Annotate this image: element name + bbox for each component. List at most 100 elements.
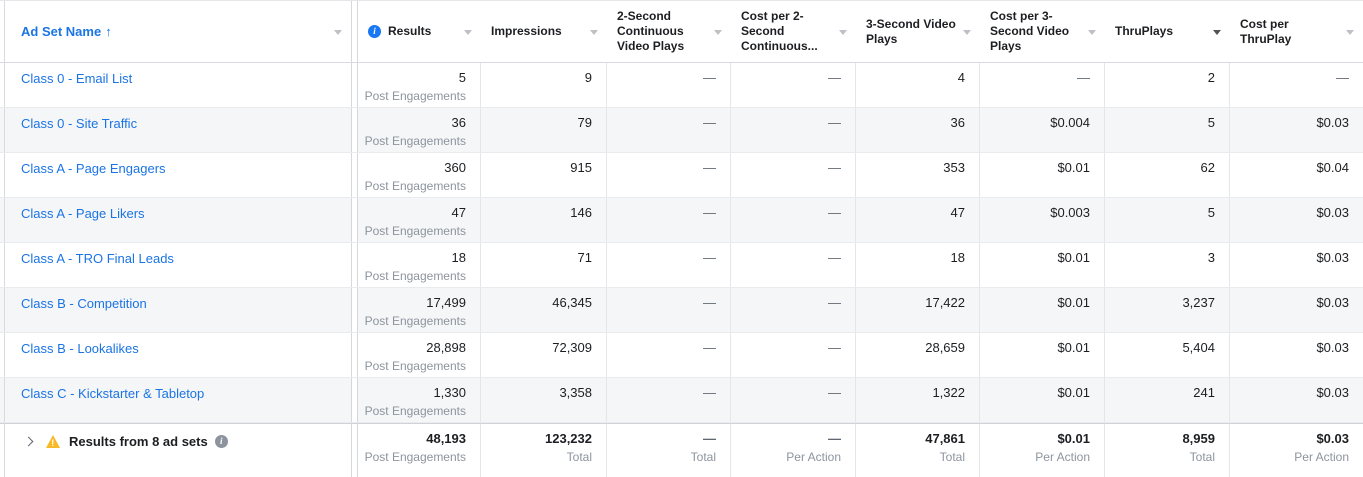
cell-value: $0.01 <box>1057 295 1090 310</box>
column-header-3-second-plays[interactable]: 3-Second Video Plays <box>856 1 980 62</box>
column-header-cost-per-2-second[interactable]: Cost per 2-Second Continuous... <box>731 1 856 62</box>
cell-value: 47 <box>451 205 466 220</box>
totals-cell-impressions: 123,232 Total <box>481 424 607 477</box>
header-gutter <box>0 1 5 62</box>
cell-value: — <box>1336 70 1349 85</box>
cell-cost-per-2-second: — <box>731 63 856 107</box>
cell-sub-label: Post Engagements <box>364 314 466 328</box>
column-label: Cost per ThruPlay <box>1240 16 1292 46</box>
column-header-cost-per-thruplay[interactable]: Cost per ThruPlay <box>1230 1 1363 62</box>
cell-cost-per-thruplay: $0.04 <box>1230 153 1363 197</box>
sort-ascending-icon: ↑ <box>105 24 112 39</box>
total-sub-label: Total <box>1189 450 1215 464</box>
chevron-down-icon[interactable] <box>714 29 722 35</box>
column-header-results[interactable]: i Results <box>358 1 481 62</box>
cell-value: 3,237 <box>1182 295 1215 310</box>
info-icon[interactable]: i <box>214 435 228 448</box>
ad-set-name-link[interactable]: Class 0 - Email List <box>21 71 133 86</box>
row-gutter <box>0 288 5 332</box>
total-value: 48,193 <box>426 431 466 446</box>
cell-3-second-plays: 353 <box>856 153 980 197</box>
ad-set-name-link[interactable]: Class B - Lookalikes <box>21 341 139 356</box>
cell-3-second-plays: 28,659 <box>856 333 980 377</box>
cell-results: 1,330 Post Engagements <box>358 378 481 422</box>
ad-set-name-link[interactable]: Class C - Kickstarter & Tabletop <box>21 386 205 401</box>
cell-value: 79 <box>577 115 592 130</box>
cell-value: — <box>828 115 841 130</box>
column-header-2-second-plays[interactable]: 2-Second Continuous Video Plays <box>607 1 731 62</box>
chevron-down-icon[interactable] <box>839 29 847 35</box>
ad-set-name-link[interactable]: Class B - Competition <box>21 296 147 311</box>
chevron-down-icon-active[interactable] <box>1213 29 1221 35</box>
column-header-ad-set-name[interactable]: Ad Set Name ↑ <box>5 1 352 62</box>
chevron-right-icon[interactable] <box>23 436 34 447</box>
table-header-row: Ad Set Name ↑ i Results Impressions 2-Se… <box>0 1 1363 63</box>
ad-set-name-cell: Class A - Page Engagers <box>5 153 352 197</box>
cell-value: $0.03 <box>1316 205 1349 220</box>
ad-set-name-link[interactable]: Class A - Page Likers <box>21 206 145 221</box>
cell-value: 1,322 <box>932 385 965 400</box>
cell-results: 360 Post Engagements <box>358 153 481 197</box>
cell-value: — <box>828 250 841 265</box>
cell-cost-per-thruplay: — <box>1230 63 1363 107</box>
cell-value: — <box>703 70 716 85</box>
ad-set-name-link[interactable]: Class A - TRO Final Leads <box>21 251 174 266</box>
cell-value: — <box>828 340 841 355</box>
chevron-down-icon[interactable] <box>464 29 472 35</box>
cell-cost-per-thruplay: $0.03 <box>1230 378 1363 422</box>
cell-results: 47 Post Engagements <box>358 198 481 242</box>
cell-impressions: 71 <box>481 243 607 287</box>
info-icon[interactable]: i <box>368 25 381 38</box>
ad-set-name-cell: Class 0 - Site Traffic <box>5 108 352 152</box>
row-gutter <box>0 424 5 477</box>
column-label: Impressions <box>491 24 562 38</box>
chevron-down-icon[interactable] <box>963 29 971 35</box>
cell-value: 18 <box>451 250 466 265</box>
cell-value: 17,499 <box>426 295 466 310</box>
total-value: $0.03 <box>1316 431 1349 446</box>
cell-cost-per-3-second: — <box>980 63 1105 107</box>
chevron-down-icon[interactable] <box>590 29 598 35</box>
frozen-column-divider <box>352 1 358 62</box>
table-row: Class 0 - Email List 5 Post Engagements … <box>0 63 1363 108</box>
cell-value: — <box>703 160 716 175</box>
frozen-column-divider <box>352 424 358 477</box>
cell-cost-per-2-second: — <box>731 108 856 152</box>
chevron-down-icon[interactable] <box>1088 29 1096 35</box>
column-header-impressions[interactable]: Impressions <box>481 1 607 62</box>
cell-2-second-plays: — <box>607 243 731 287</box>
cell-value: — <box>828 160 841 175</box>
total-sub-label: Post Engagements <box>364 450 466 464</box>
warning-icon <box>46 435 60 448</box>
cell-value: 3 <box>1207 250 1215 265</box>
cell-cost-per-thruplay: $0.03 <box>1230 333 1363 377</box>
column-header-cost-per-3-second[interactable]: Cost per 3-Second Video Plays <box>980 1 1105 62</box>
cell-3-second-plays: 47 <box>856 198 980 242</box>
cell-thruplays: 3,237 <box>1105 288 1230 332</box>
ad-set-name-link[interactable]: Class A - Page Engagers <box>21 161 166 176</box>
row-gutter <box>0 198 5 242</box>
cell-cost-per-2-second: — <box>731 153 856 197</box>
cell-value: $0.01 <box>1057 385 1090 400</box>
total-sub-label: Total <box>690 450 716 464</box>
totals-cell-thruplays: 8,959 Total <box>1105 424 1230 477</box>
cell-2-second-plays: — <box>607 108 731 152</box>
cell-3-second-plays: 18 <box>856 243 980 287</box>
cell-value: 46,345 <box>552 295 592 310</box>
cell-cost-per-thruplay: $0.03 <box>1230 288 1363 332</box>
ad-set-name-cell: Class A - Page Likers <box>5 198 352 242</box>
cell-sub-label: Post Engagements <box>364 224 466 238</box>
cell-value: 353 <box>943 160 965 175</box>
chevron-down-icon[interactable] <box>1346 29 1354 35</box>
frozen-column-divider <box>352 63 358 107</box>
cell-value: 62 <box>1200 160 1215 175</box>
cell-value: $0.03 <box>1316 340 1349 355</box>
cell-results: 17,499 Post Engagements <box>358 288 481 332</box>
column-header-thruplays[interactable]: ThruPlays <box>1105 1 1230 62</box>
row-gutter <box>0 243 5 287</box>
cell-value: — <box>703 205 716 220</box>
chevron-down-icon[interactable] <box>334 29 342 35</box>
cell-value: 47 <box>950 205 965 220</box>
row-gutter <box>0 108 5 152</box>
ad-set-name-link[interactable]: Class 0 - Site Traffic <box>21 116 138 131</box>
